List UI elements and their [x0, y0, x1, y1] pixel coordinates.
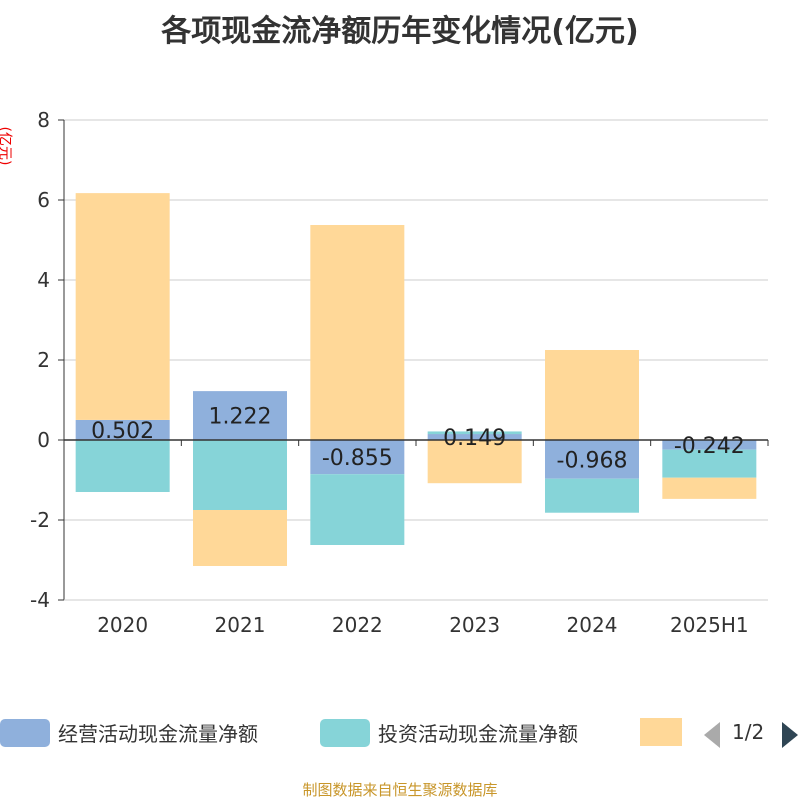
bar-1-2022: [310, 474, 405, 545]
legend-label: 经营活动现金流量净额: [58, 722, 258, 746]
bar-0-2023: [427, 434, 522, 440]
x-tick-label: 2022: [332, 613, 383, 637]
legend-swatch: [640, 718, 682, 746]
x-tick-label: 2024: [567, 613, 618, 637]
legend-item-investing[interactable]: 投资活动现金流量净额: [320, 718, 578, 747]
data-label: 0.149: [443, 426, 506, 451]
legend-swatch: [320, 718, 370, 747]
bar-2-2023: [427, 440, 522, 484]
bar-0-2025H1: [662, 440, 757, 450]
bar-0-2022: [310, 440, 405, 475]
legend-item-financing[interactable]: [640, 718, 682, 746]
x-tick-label: 2021: [215, 613, 266, 637]
legend-label: 投资活动现金流量净额: [378, 722, 578, 746]
y-tick-label: -2: [30, 508, 50, 532]
y-tick-label: 2: [37, 348, 50, 372]
y-tick-label: 8: [37, 108, 50, 132]
x-tick-label: 2020: [97, 613, 148, 637]
data-label: -0.855: [322, 446, 393, 471]
legend-next-icon[interactable]: [780, 720, 800, 750]
bar-2-2025H1: [662, 477, 757, 499]
bar-1-2025H1: [662, 449, 757, 478]
bar-2-2022: [310, 225, 405, 440]
bar-1-2020: [75, 440, 170, 492]
y-tick-label: 4: [37, 268, 50, 292]
y-tick-label: 0: [37, 428, 50, 452]
x-tick-label: 2023: [449, 613, 500, 637]
data-label: 0.502: [91, 419, 154, 444]
x-tick-label: 2025H1: [670, 613, 749, 637]
bar-0-2021: [193, 391, 287, 440]
legend-prev-icon[interactable]: [702, 720, 722, 750]
chart-title: 各项现金流净额历年变化情况(亿元): [161, 14, 639, 49]
legend: 经营活动现金流量净额 投资活动现金流量净额 1/2: [0, 716, 800, 756]
data-label: -0.968: [557, 448, 628, 473]
y-tick-label: 6: [37, 188, 50, 212]
data-label: 1.222: [209, 405, 272, 430]
y-tick-label: -4: [30, 588, 50, 612]
bar-2-2021: [193, 510, 287, 566]
legend-swatch: [0, 718, 50, 747]
bar-1-2021: [193, 440, 287, 510]
bar-0-2020: [75, 419, 170, 440]
bar-1-2024: [545, 478, 639, 513]
bar-1-2023: [427, 431, 522, 435]
bar-2-2020: [75, 193, 170, 420]
legend-page: 1/2: [732, 720, 765, 744]
legend-item-operating[interactable]: 经营活动现金流量净额: [0, 718, 258, 747]
data-label: -0.242: [674, 434, 745, 459]
bar-2-2024: [545, 350, 639, 440]
source-note: 制图数据来自恒生聚源数据库: [302, 781, 498, 799]
bar-0-2024: [545, 440, 639, 479]
